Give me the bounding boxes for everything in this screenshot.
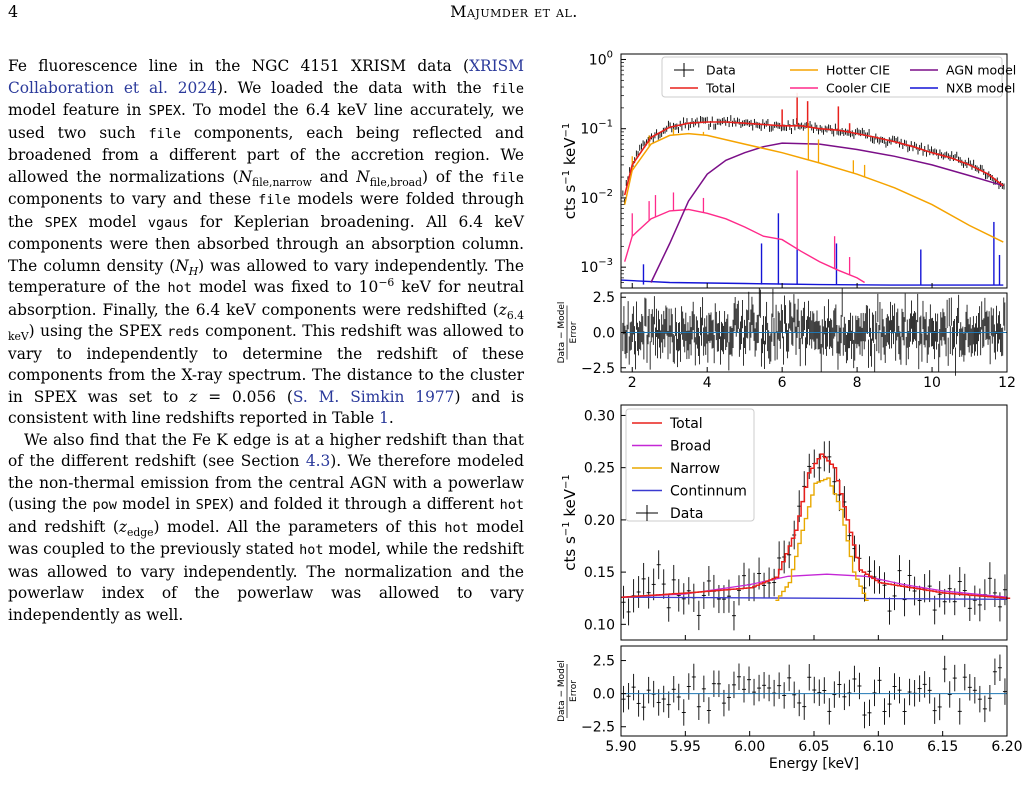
- series-total: [621, 453, 1011, 599]
- table-reference[interactable]: 1: [379, 409, 389, 427]
- legend-entry: Narrow: [670, 461, 720, 477]
- legend-entry: Total: [669, 416, 703, 432]
- data-points: [622, 115, 1005, 205]
- section-reference[interactable]: 4.3: [305, 452, 331, 470]
- y-tick-label: 0.0: [593, 326, 615, 342]
- y-axis-label: cts s−1 keV−1: [561, 474, 579, 570]
- y-label-denominator: Error: [569, 680, 579, 702]
- x-tick-label: 10: [923, 375, 941, 391]
- citation-xrism[interactable]: XRISM Collaboration et al. 2024: [8, 57, 524, 97]
- broadband-spectrum-panel: 100 10−1 10−2 10−3 cts s−1 keV−1 Data Total Hot…: [561, 49, 1016, 289]
- x-tick-label: 5.90: [605, 739, 636, 755]
- y-label-denominator: Error: [569, 321, 579, 343]
- legend-entry: Data: [670, 506, 703, 522]
- x-tick-label: 4: [703, 375, 712, 391]
- y-tick-label: 100: [589, 49, 613, 68]
- series-agn-model: [650, 142, 1004, 283]
- paragraph-1: Fe fluorescence line in the NGC 4151 XRI…: [8, 57, 524, 427]
- y-label-numerator: Data − Model: [557, 660, 567, 722]
- spectrum-figure: 100 10−1 10−2 10−3 cts s−1 keV−1 Data Total Hot…: [557, 49, 1023, 772]
- y-tick-label: −2.5: [581, 361, 615, 377]
- y-label-numerator: Data − Model: [557, 302, 567, 364]
- fe-line-residual-panel: −2.5 0.0 2.5 5.90 5.95 6.00 6.05 6.10 6.15 6.20 En…: [557, 645, 1023, 772]
- x-tick-label: 6.20: [991, 739, 1022, 755]
- axes-frame: [620, 53, 1008, 289]
- residual-points: [621, 654, 1007, 729]
- y-tick-label: 0.10: [584, 617, 615, 633]
- x-tick-label: 12: [998, 375, 1016, 391]
- broadband-residual-panel: −2.5 0.0 2.5 2 4 6 8 10 12 Data − Model Error: [557, 288, 1016, 391]
- x-tick-label: 2: [628, 375, 637, 391]
- y-tick-label: 0.15: [584, 565, 615, 581]
- citation-simkin[interactable]: S. M. Simkin 1977: [292, 387, 455, 406]
- legend-entry: Cooler CIE: [826, 81, 891, 96]
- y-tick-label: 10−3: [580, 257, 613, 276]
- page-number: 4: [8, 2, 19, 21]
- legend-box: [661, 56, 1003, 98]
- series-hotter-cie: [623, 132, 1004, 243]
- y-tick-label: 0.0: [593, 687, 615, 703]
- y-tick-label: 0.25: [584, 461, 615, 477]
- legend-entry: Hotter CIE: [826, 63, 890, 78]
- y-axis-label: cts s−1 keV−1: [561, 123, 579, 219]
- legend-entry: NXB model: [946, 81, 1015, 96]
- y-axis-label: Data − Model Error: [557, 302, 579, 364]
- y-tick-label: 10−1: [580, 119, 613, 138]
- y-tick-label: 10−2: [580, 188, 613, 207]
- series-continnum: [620, 596, 1008, 600]
- x-tick-label: 6.10: [863, 739, 894, 755]
- series-nxb-model: [620, 279, 1004, 286]
- running-head: Majumder et al.: [450, 2, 578, 21]
- y-tick-label: 0.20: [584, 513, 615, 529]
- legend-entry: Broad: [670, 439, 711, 455]
- legend-entry: Total: [705, 81, 735, 96]
- x-tick-label: 8: [853, 375, 862, 391]
- x-axis-label: Energy [keV]: [769, 756, 859, 772]
- legend-entry: Data: [706, 63, 736, 78]
- legend-entry: AGN model: [946, 63, 1016, 78]
- x-tick-label: 6: [778, 375, 787, 391]
- x-tick-label: 5.95: [670, 739, 701, 755]
- x-tick-label: 6.05: [798, 739, 829, 755]
- legend-entry: Continnum: [670, 484, 747, 500]
- y-tick-label: −2.5: [581, 720, 615, 736]
- legend: Data Total Hotter CIE Cooler CIE AGN model NX…: [661, 56, 1016, 98]
- body-text: Fe fluorescence line in the NGC 4151 XRI…: [8, 56, 524, 626]
- fe-line-zoom-panel: 0.10 0.15 0.20 0.25 0.30 cts s−1 keV−1 Total Br…: [561, 404, 1011, 641]
- y-axis-label: Data − Model Error: [557, 660, 579, 722]
- x-tick-label: 6.00: [734, 739, 765, 755]
- series-cooler-cie: [624, 208, 865, 284]
- series-total: [623, 121, 1004, 196]
- y-tick-label: 2.5: [593, 654, 615, 670]
- series-narrow: [775, 477, 869, 601]
- y-tick-label: 2.5: [593, 290, 615, 306]
- y-tick-label: 0.30: [584, 408, 615, 424]
- paragraph-2: We also find that the Fe K edge is at a …: [8, 430, 524, 624]
- residual-points: [622, 288, 1006, 376]
- x-tick-label: 6.15: [927, 739, 958, 755]
- legend-box: [625, 408, 755, 522]
- legend: Total Broad Narrow Continnum Data: [625, 408, 755, 522]
